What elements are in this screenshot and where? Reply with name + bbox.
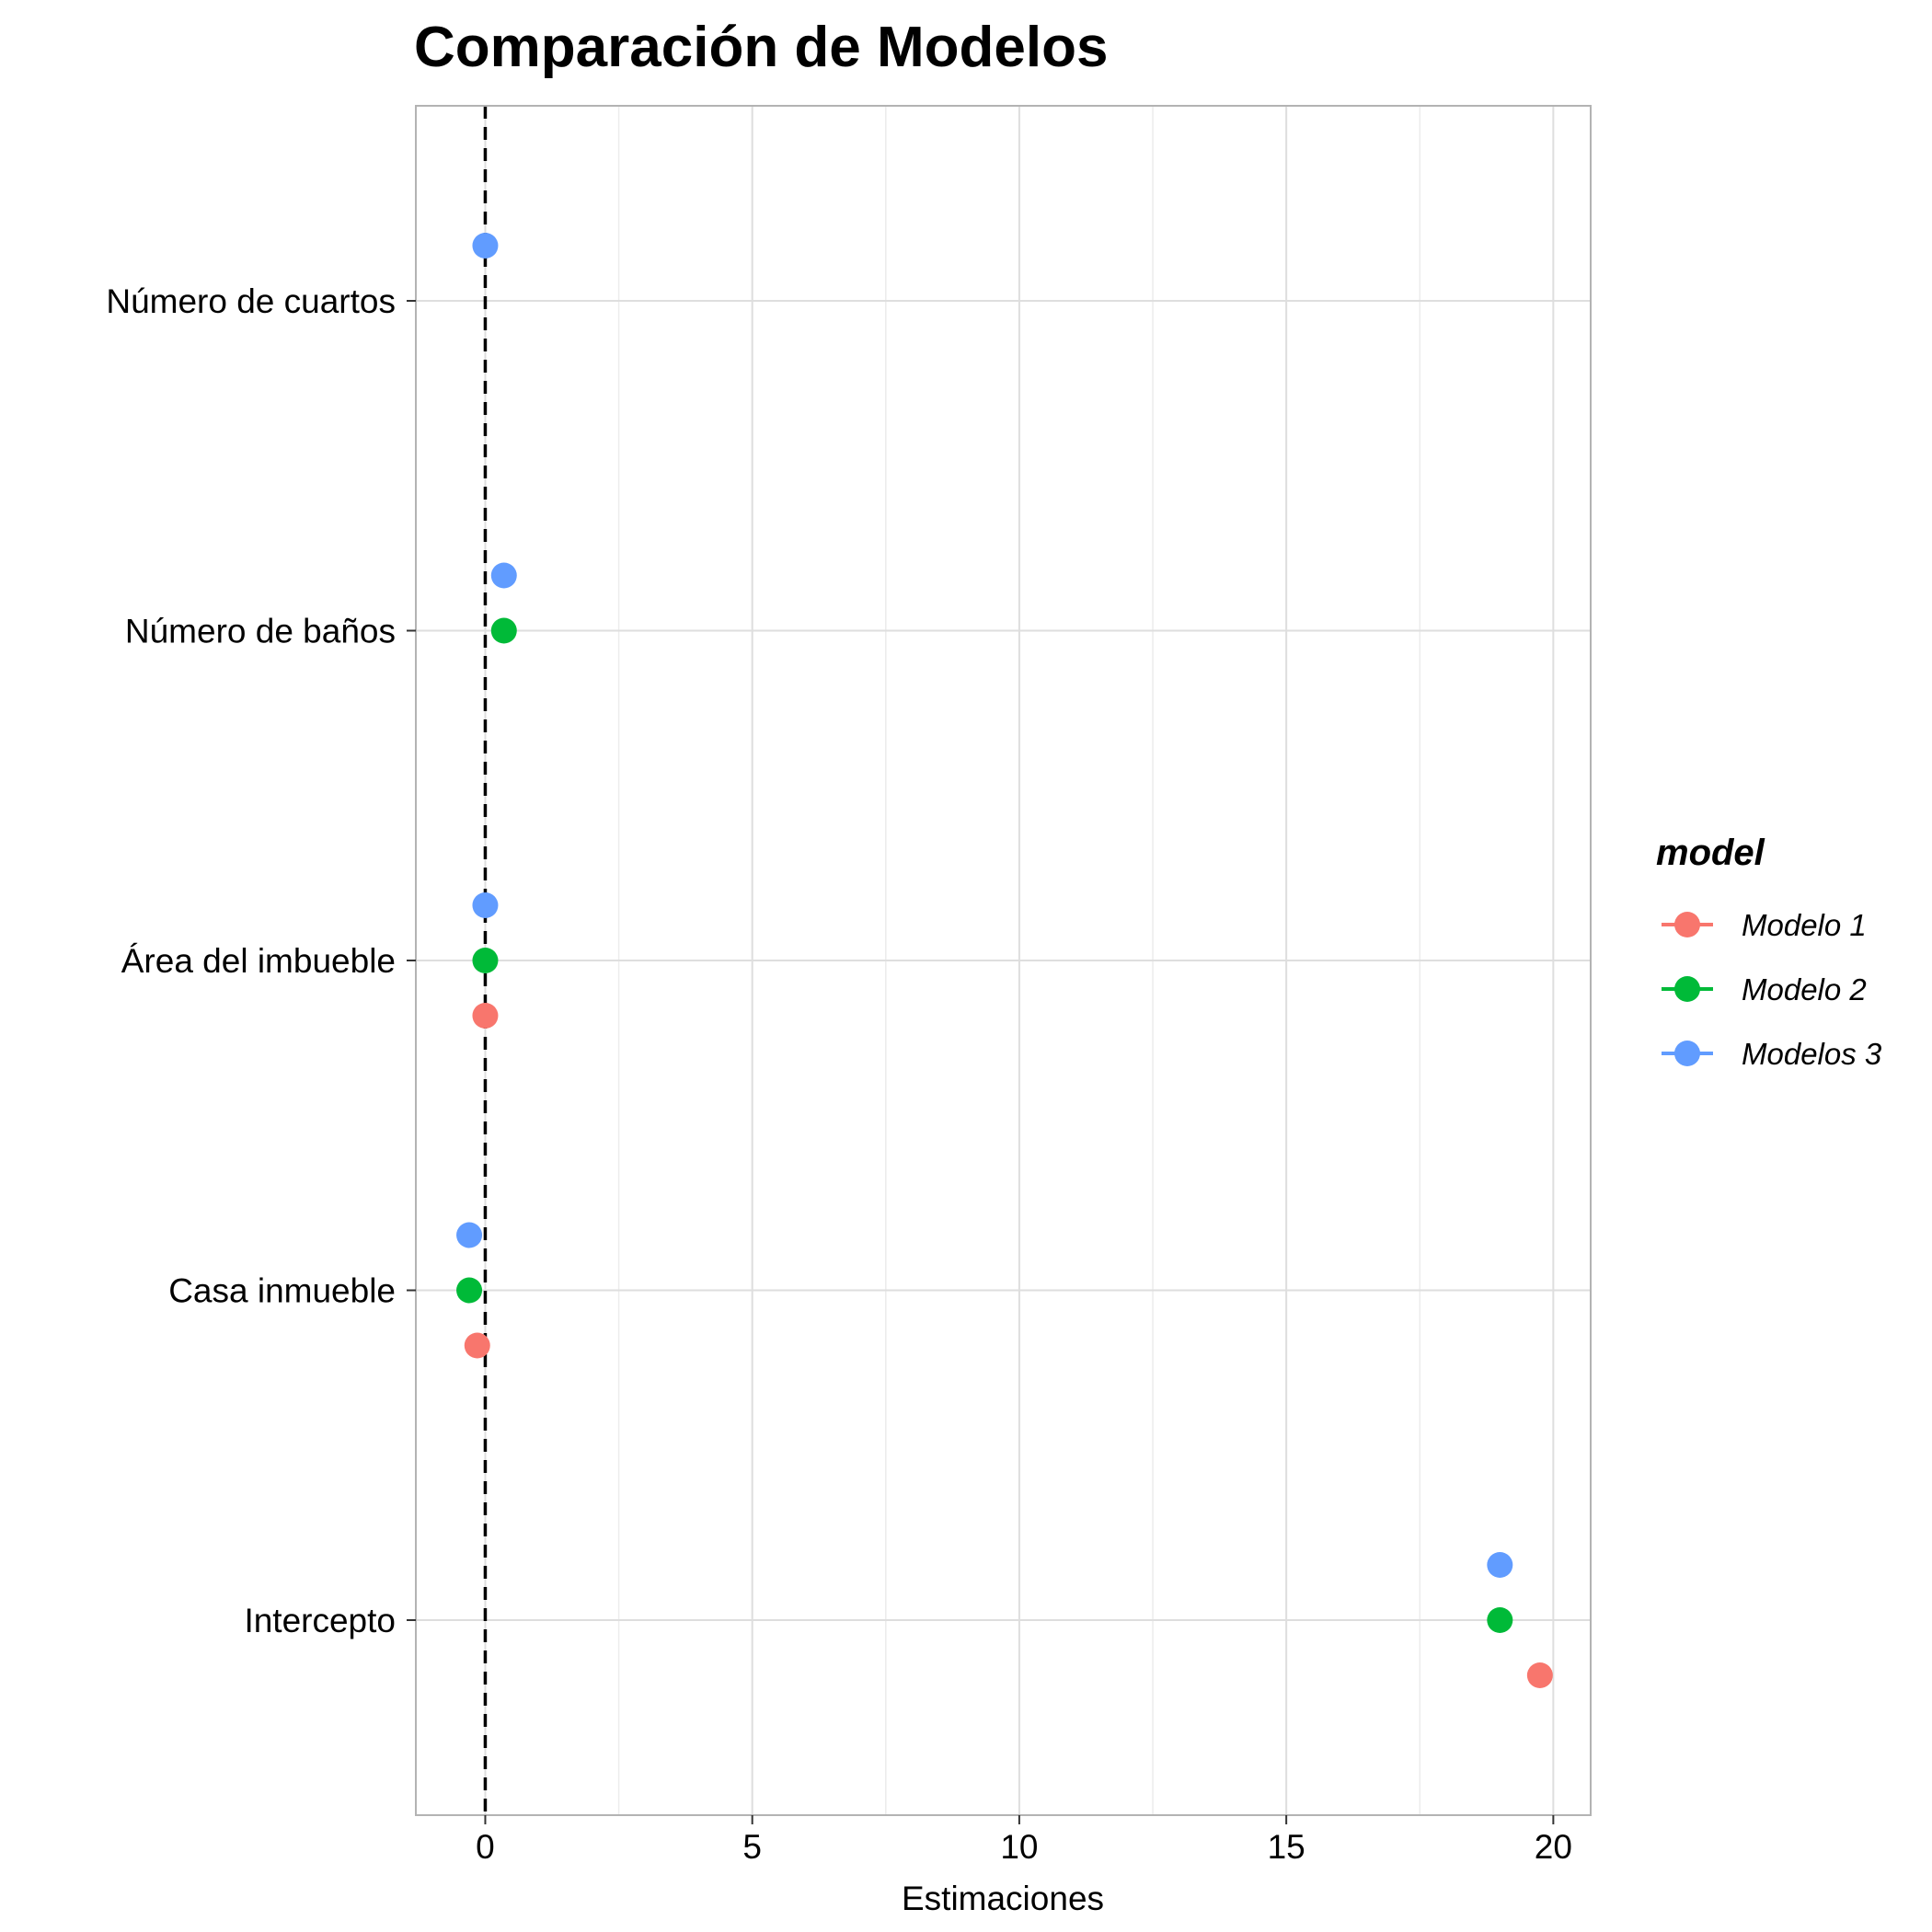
chart-title: Comparación de Modelos [414,16,1108,79]
data-point [1487,1607,1513,1633]
series-modelo-1 [464,1003,1553,1688]
y-tick-label: Área del imbueble [121,942,396,980]
x-axis: 0 5 10 15 20 [476,1815,1572,1866]
legend-title: model [1656,833,1765,873]
x-axis-title: Estimaciones [902,1880,1104,1917]
y-tick-label: Número de baños [125,613,396,650]
data-point [490,617,517,644]
x-tick-label: 20 [1535,1828,1572,1866]
data-point [456,1277,483,1304]
y-axis: Número de cuartos Número de baños Área del… [106,282,416,1639]
data-point [472,233,499,259]
legend-key-point [1674,976,1700,1002]
data-point [464,1332,490,1359]
legend-key-point [1674,1041,1700,1066]
data-point [1487,1552,1513,1578]
data-point [1526,1662,1553,1688]
x-tick-label: 10 [1000,1828,1038,1866]
grid-lines [416,106,1591,1815]
data-point [472,948,499,973]
series-modelo-2 [456,617,1513,1633]
y-tick-label: Casa inmueble [168,1272,396,1310]
y-tick-label: Intercepto [244,1602,396,1639]
data-points [456,233,1553,1688]
legend: model Modelo 1 Modelo 2 Modelos 3 [1656,833,1882,1071]
series-modelos-3 [456,233,1513,1578]
data-point [472,892,499,918]
legend-label: Modelo 2 [1742,972,1867,1006]
legend-label: Modelos 3 [1742,1037,1882,1071]
data-point [490,562,517,589]
legend-key-point [1674,912,1700,937]
legend-label: Modelo 1 [1742,908,1867,942]
data-point [456,1222,483,1248]
x-tick-label: 0 [476,1828,495,1866]
data-point [472,1003,499,1029]
y-tick-label: Número de cuartos [106,282,396,320]
x-tick-label: 15 [1268,1828,1305,1866]
x-tick-label: 5 [742,1828,762,1866]
